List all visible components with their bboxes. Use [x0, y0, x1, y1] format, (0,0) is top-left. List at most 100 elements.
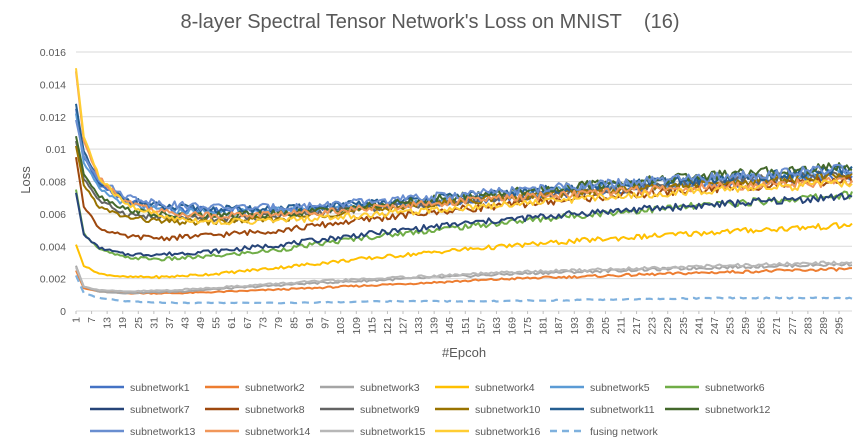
legend-item: subnetwork12 [665, 404, 771, 416]
legend-item: subnetwork10 [435, 404, 541, 416]
x-tick-label: 103 [335, 317, 347, 335]
x-tick-label: 85 [289, 317, 301, 329]
legend-label: subnetwork16 [475, 426, 541, 438]
legend-item: subnetwork15 [320, 426, 426, 438]
legend-label: fusing network [590, 426, 658, 438]
series-line-subnetwork7 [75, 192, 853, 258]
x-tick-label: 247 [709, 317, 721, 335]
x-tick-label: 109 [351, 317, 363, 335]
x-tick-label: 145 [444, 317, 456, 335]
x-axis-ticks: 1 7 13 19 25 31 37 43 49 55 61 67 73 79 85 91 97 103 109 11… [71, 311, 846, 335]
series-lines [74, 68, 853, 305]
y-tick-label: 0.016 [40, 47, 66, 59]
legend-label: subnetwork3 [360, 382, 420, 394]
y-tick-label: 0.004 [40, 241, 66, 253]
x-tick-label: 229 [662, 317, 674, 335]
x-tick-label: 187 [553, 317, 565, 335]
y-axis-ticks: 0 0.002 0.004 0.006 0.008 0.01 0.012 0.014 0.016 [40, 47, 66, 318]
legend-label: subnetwork5 [590, 382, 650, 394]
legend-item: subnetwork11 [550, 404, 655, 416]
legend-label: subnetwork7 [130, 404, 190, 416]
x-tick-label: 193 [569, 317, 581, 335]
x-tick-label: 181 [538, 317, 550, 335]
series-line-subnetwork16 [75, 68, 853, 226]
x-tick-label: 13 [102, 317, 114, 329]
x-tick-label: 79 [273, 317, 285, 329]
x-tick-label: 253 [725, 317, 737, 335]
series-line-subnetwork4 [75, 222, 853, 280]
x-tick-label: 163 [491, 317, 503, 335]
x-tick-label: 271 [771, 317, 783, 335]
x-tick-label: 115 [366, 317, 378, 334]
x-tick-label: 121 [382, 317, 394, 335]
x-tick-label: 175 [522, 317, 534, 335]
series-line-subnetwork2 [75, 266, 852, 295]
legend-item: subnetwork5 [550, 382, 650, 394]
x-tick-label: 217 [631, 317, 643, 335]
legend-item: subnetwork4 [435, 382, 535, 394]
x-tick-label: 151 [460, 317, 472, 335]
x-tick-label: 283 [802, 317, 814, 335]
legend-item: subnetwork7 [90, 404, 190, 416]
y-axis-title: Loss [18, 166, 33, 194]
y-tick-label: 0.008 [40, 177, 66, 189]
x-tick-label: 265 [756, 317, 768, 335]
legend-label: subnetwork9 [360, 404, 420, 416]
legend-item: subnetwork16 [435, 426, 541, 438]
x-tick-label: 211 [616, 317, 628, 334]
x-tick-label: 1 [71, 317, 83, 323]
x-tick-label: 169 [507, 317, 519, 335]
x-tick-label: 61 [226, 317, 238, 329]
legend-item: subnetwork3 [320, 382, 420, 394]
legend-label: subnetwork4 [475, 382, 535, 394]
legend-label: subnetwork15 [360, 426, 426, 438]
x-tick-label: 259 [740, 317, 752, 335]
x-tick-label: 133 [413, 317, 425, 335]
y-tick-label: 0.006 [40, 209, 66, 221]
x-tick-label: 37 [164, 317, 176, 329]
series-line-subnetwork12 [75, 135, 853, 219]
legend-label: subnetwork13 [130, 426, 196, 438]
chart-title: 8-layer Spectral Tensor Network's Loss o… [181, 11, 680, 33]
x-tick-label: 7 [86, 317, 98, 323]
x-tick-label: 199 [584, 317, 596, 335]
x-tick-label: 157 [475, 317, 487, 335]
x-tick-label: 139 [429, 317, 441, 335]
legend-label: subnetwork8 [245, 404, 305, 416]
x-tick-label: 43 [180, 317, 192, 329]
legend-item: subnetwork14 [205, 426, 311, 438]
legend-item: subnetwork6 [665, 382, 765, 394]
legend-label: subnetwork11 [590, 404, 655, 416]
legend-item: subnetwork13 [90, 426, 196, 438]
chart-title-suffix: (16) [644, 11, 680, 33]
y-tick-label: 0.014 [40, 79, 66, 91]
series-line-fusing-network [74, 274, 853, 305]
x-tick-label: 295 [834, 317, 846, 335]
legend-label: subnetwork10 [475, 404, 541, 416]
legend-label: subnetwork14 [245, 426, 311, 438]
x-tick-label: 67 [242, 317, 254, 329]
x-tick-label: 31 [148, 317, 160, 329]
legend-item: subnetwork8 [205, 404, 305, 416]
x-tick-label: 235 [678, 317, 690, 335]
x-tick-label: 25 [133, 317, 145, 329]
legend-item: subnetwork9 [320, 404, 420, 416]
x-tick-label: 223 [647, 317, 659, 335]
y-tick-label: 0.002 [40, 274, 66, 286]
legend-label: subnetwork6 [705, 382, 765, 394]
y-tick-label: 0.01 [46, 144, 67, 156]
series-line-subnetwork15 [75, 260, 853, 293]
legend-item: subnetwork1 [90, 382, 190, 394]
y-tick-label: 0 [60, 306, 66, 318]
legend-item: subnetwork2 [205, 382, 305, 394]
x-tick-label: 127 [398, 317, 410, 335]
x-tick-label: 49 [195, 317, 207, 329]
x-tick-label: 91 [304, 317, 316, 329]
x-tick-label: 55 [211, 317, 223, 329]
x-tick-label: 241 [693, 317, 705, 335]
series-line-subnetwork13 [75, 119, 853, 212]
x-tick-label: 73 [257, 317, 269, 329]
y-tick-label: 0.012 [40, 112, 66, 124]
